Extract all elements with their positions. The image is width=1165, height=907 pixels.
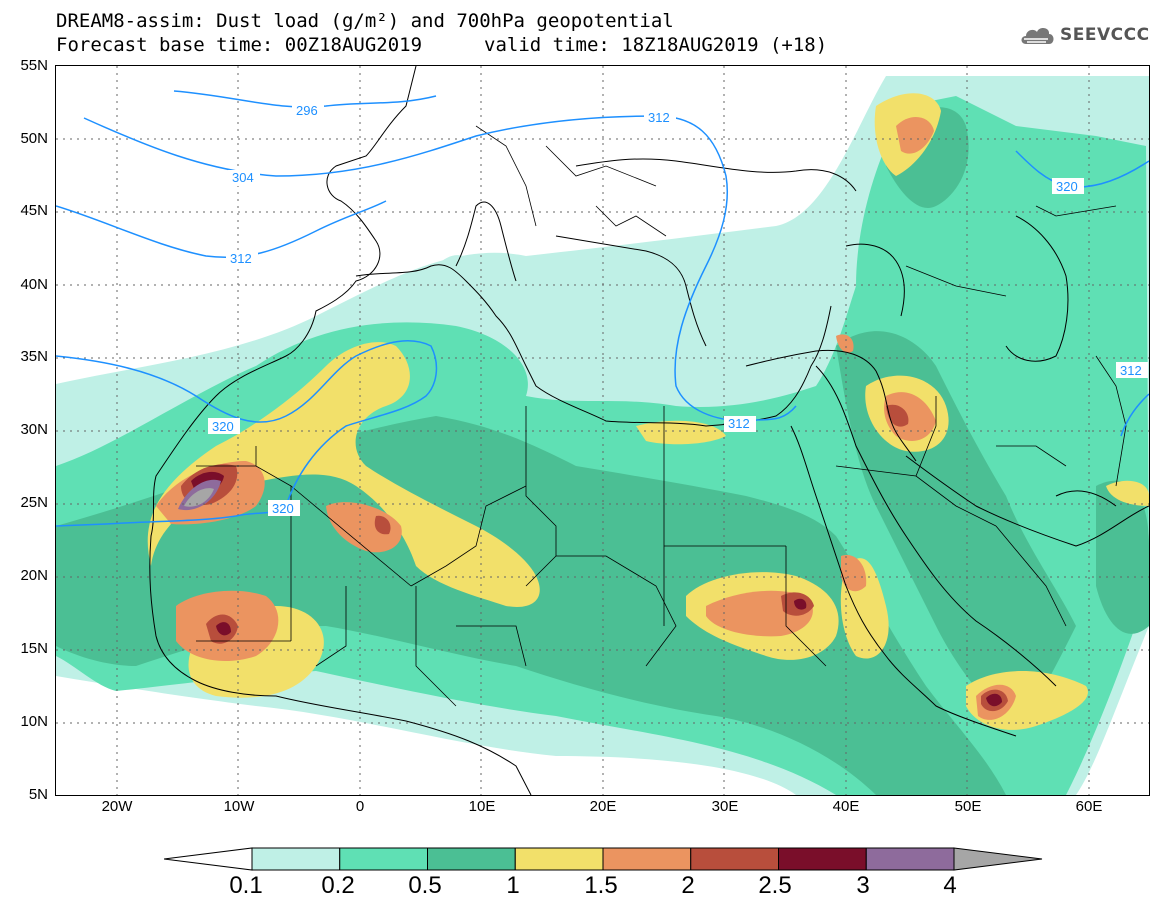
lon-label-10w: 10W: [223, 798, 255, 815]
contour-label-304: 304: [232, 170, 254, 185]
colorbar-swatch: [514, 847, 604, 871]
lat-label-45n: 45N: [20, 202, 48, 219]
seevccc-logo: SEEVCCC: [1018, 22, 1150, 48]
lat-label-35n: 35N: [20, 348, 48, 365]
colorbar-swatch: [865, 847, 955, 871]
contour-label-312-east: 312: [1120, 363, 1142, 378]
country-borders: [196, 125, 1127, 707]
dust-layer-4: [178, 479, 221, 511]
logo-text: SEEVCCC: [1060, 25, 1150, 45]
lat-label-50n: 50N: [20, 130, 48, 147]
lon-label-60e: 60E: [1075, 798, 1103, 815]
colorbar-label-4: 4: [943, 872, 957, 899]
colorbar-swatch: [427, 847, 516, 871]
lon-label-10e: 10E: [468, 798, 496, 815]
lon-label-20w: 20W: [101, 798, 133, 815]
colorbar-left-triangle: [164, 847, 253, 871]
title-line-2-right: valid time: 18Z18AUG2019 (+18): [484, 34, 828, 56]
title-line-1: DREAM8-assim: Dust load (g/m²) and 700hP…: [56, 10, 674, 32]
lat-label-30n: 30N: [20, 421, 48, 438]
map-canvas: 296 304 312 312 312 312 320 320 320: [56, 66, 1149, 795]
colorbar-swatch: [690, 847, 779, 871]
colorbar-label-3: 3: [856, 872, 870, 899]
colorbar-label-0.5: 0.5: [408, 872, 442, 899]
lat-label-5n: 5N: [28, 786, 48, 803]
contour-label-312-egypt: 312: [728, 416, 750, 431]
colorbar-label-0.1: 0.1: [229, 872, 263, 899]
colorbar-label-1: 1: [506, 872, 520, 899]
contour-label-296: 296: [296, 103, 318, 118]
lon-label-30e: 30E: [711, 798, 739, 815]
colorbar: [164, 847, 1043, 871]
dust-load-map: 296 304 312 312 312 312 320 320 320: [55, 65, 1150, 796]
lat-label-55n: 55N: [20, 57, 48, 74]
lon-label-40e: 40E: [832, 798, 860, 815]
lat-label-20n: 20N: [20, 567, 48, 584]
title-line-2-left: Forecast base time: 00Z18AUG2019: [56, 34, 423, 56]
colorbar-swatch: [602, 847, 692, 871]
contour-label-320-sahara: 320: [272, 501, 294, 516]
contour-label-320-east: 320: [1056, 179, 1078, 194]
lat-label-10n: 10N: [20, 713, 48, 730]
lat-label-15n: 15N: [20, 640, 48, 657]
contour-label-312-west: 312: [230, 251, 252, 266]
lon-label-0: 0: [355, 798, 365, 815]
lon-label-50e: 50E: [954, 798, 982, 815]
cloud-icon: [1021, 28, 1054, 44]
contour-label-312-north: 312: [648, 110, 670, 125]
lon-label-20e: 20E: [589, 798, 617, 815]
colorbar-label-2: 2: [681, 872, 695, 899]
colorbar-swatch: [778, 847, 867, 871]
colorbar-right-triangle: [953, 847, 1043, 871]
contour-label-320-atlantic: 320: [212, 419, 234, 434]
contour-labels: 296 304 312 312 312 312 320 320 320: [208, 102, 1148, 516]
lat-label-40n: 40N: [20, 276, 48, 293]
colorbar-label-0.2: 0.2: [321, 872, 355, 899]
colorbar-label-2.5: 2.5: [758, 872, 792, 899]
colorbar-label-1.5: 1.5: [584, 872, 618, 899]
colorbar-swatch: [251, 847, 341, 871]
lat-label-25n: 25N: [20, 494, 48, 511]
colorbar-swatch: [339, 847, 428, 871]
